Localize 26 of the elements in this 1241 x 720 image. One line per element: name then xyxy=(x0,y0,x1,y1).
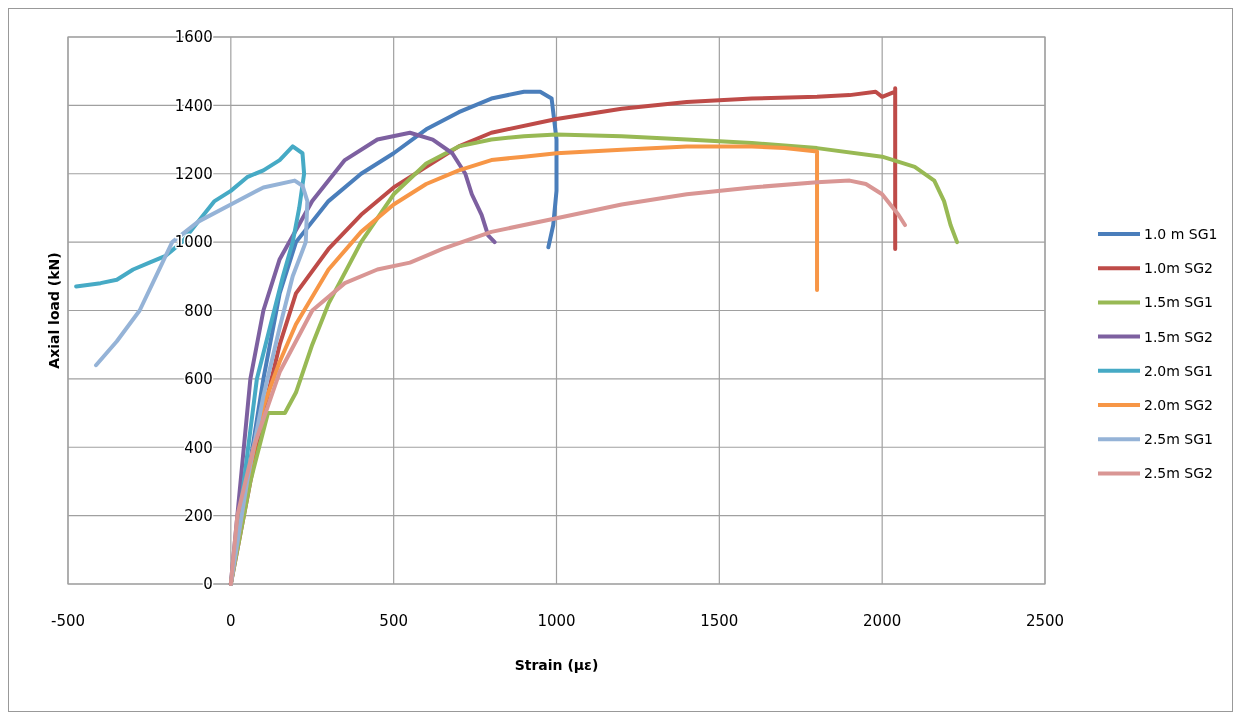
legend-label: 2.5m SG1 xyxy=(1144,431,1213,448)
y-tick-label: 1400 xyxy=(174,96,213,115)
y-axis-title: Axial load (kN) xyxy=(46,252,62,369)
x-tick-label: 500 xyxy=(379,612,408,630)
y-tick-label: 600 xyxy=(184,370,213,389)
x-tick-label: 0 xyxy=(226,612,236,630)
y-tick-label: 1200 xyxy=(174,165,213,183)
x-tick-label: 2500 xyxy=(1025,612,1065,630)
legend-label: 1.0 m SG1 xyxy=(1144,225,1218,242)
y-tick-label: 1600 xyxy=(174,28,213,47)
x-tick-label: 1500 xyxy=(700,612,739,630)
legend-label: 2.0m SG1 xyxy=(1144,362,1213,379)
x-tick-label: 2000 xyxy=(863,612,902,630)
y-tick-label: 800 xyxy=(184,301,213,320)
x-tick-label: 1000 xyxy=(537,612,576,630)
x-tick-label: -500 xyxy=(50,612,86,630)
y-tick-label: 0 xyxy=(203,575,213,594)
y-tick-label: 400 xyxy=(184,438,213,457)
y-tick-label: 200 xyxy=(184,506,213,525)
legend-label: 1.0m SG2 xyxy=(1144,260,1213,277)
legend-label: 1.5m SG1 xyxy=(1144,294,1213,311)
legend-label: 2.5m SG2 xyxy=(1144,465,1213,482)
line-series xyxy=(228,178,907,586)
legend-label: 1.5m SG2 xyxy=(1144,328,1213,345)
legend-label: 2.0m SG2 xyxy=(1144,396,1213,413)
x-axis-title: Strain (με) xyxy=(514,657,599,673)
